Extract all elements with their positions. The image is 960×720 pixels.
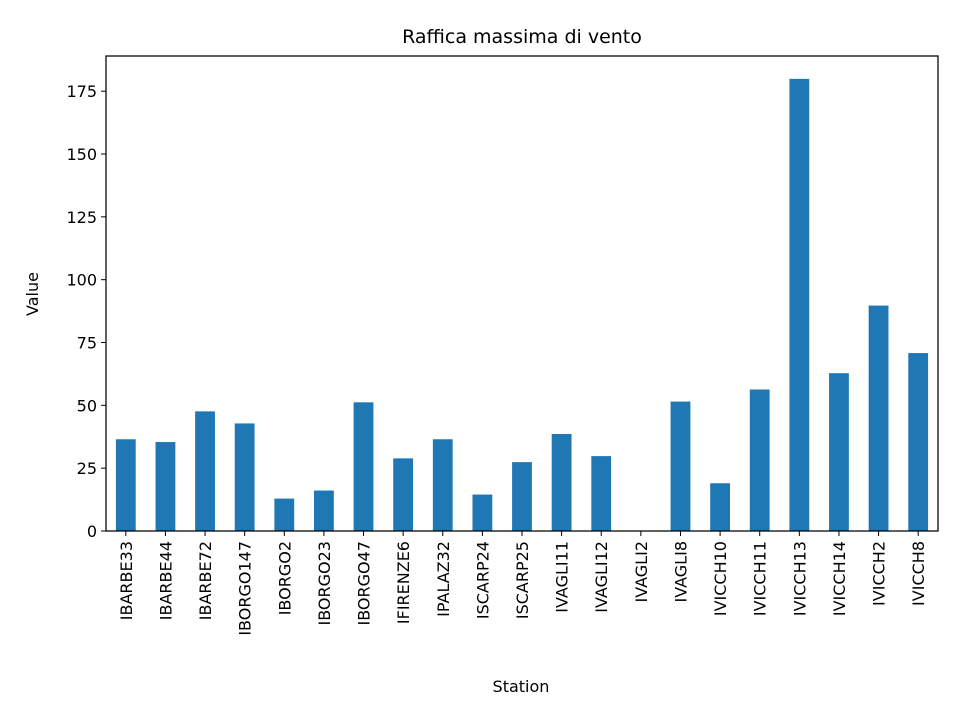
- x-tick-label: IBARBE44: [156, 541, 175, 620]
- bar-ivagli8: [670, 401, 691, 531]
- bar-ivagli12: [591, 456, 612, 531]
- y-tick-label: 25: [77, 459, 97, 478]
- bar-ifirenze6: [393, 458, 414, 531]
- x-axis-label: Station: [493, 677, 550, 696]
- x-tick-label: IVICCH10: [711, 541, 730, 616]
- bar-iborgo2: [274, 498, 295, 531]
- bar-iscarp24: [472, 494, 493, 531]
- x-tick-label: IBORGO23: [315, 541, 334, 625]
- x-tick-label: IVICCH14: [830, 541, 849, 616]
- bar-iscarp25: [512, 462, 532, 531]
- bar-ipalaz32: [432, 439, 453, 531]
- x-tick-label: IBARBE33: [117, 541, 136, 620]
- x-tick-label: IVICCH2: [870, 541, 889, 606]
- chart-title: Raffica massima di vento: [402, 26, 642, 48]
- x-tick-label: IFIRENZE6: [394, 541, 413, 624]
- bars-group: [115, 78, 929, 532]
- x-tick-label: ISCARP25: [513, 541, 532, 619]
- x-tick-label: IVAGLI8: [671, 541, 690, 603]
- x-tick-label: IVICCH8: [909, 541, 928, 606]
- y-axis-label: Value: [23, 272, 42, 316]
- bar-ivicch14: [829, 373, 849, 531]
- bar-ibarbe33: [115, 439, 136, 531]
- x-tick-label: IBORGO47: [355, 541, 374, 625]
- bar-ibarbe44: [155, 442, 176, 531]
- y-tick-label: 75: [77, 334, 97, 353]
- bar-iborgo47: [353, 402, 374, 531]
- y-tick-label: 125: [66, 208, 97, 227]
- x-tick-label: IPALAZ32: [434, 541, 453, 617]
- bar-ivicch8: [908, 353, 929, 531]
- bar-ibarbe72: [195, 411, 215, 531]
- x-tick-label: IVAGLI12: [592, 541, 611, 613]
- y-tick-label: 0: [87, 522, 97, 541]
- x-tick-label: ISCARP24: [473, 541, 492, 619]
- x-tick-label: IBORGO2: [275, 541, 294, 615]
- x-tick-label: IVICCH13: [790, 541, 809, 616]
- x-tick-label: IVAGLI11: [553, 541, 572, 613]
- bar-iborgo23: [314, 490, 334, 531]
- y-tick-label: 50: [77, 396, 97, 415]
- bar-iborgo147: [234, 423, 255, 531]
- x-tick-label: IVAGLI2: [632, 541, 651, 603]
- x-tick-label: IVICCH11: [751, 541, 770, 616]
- bar-ivicch2: [868, 305, 889, 531]
- x-tick-label: IBARBE72: [196, 541, 215, 620]
- bar-ivicch13: [789, 78, 810, 532]
- y-tick-label: 150: [66, 145, 97, 164]
- bar-ivicch10: [710, 483, 730, 531]
- y-tick-label: 175: [66, 82, 97, 101]
- plot-area-frame: [105, 55, 939, 532]
- y-axis: 0 25 50 75 100 125 150 175: [66, 82, 106, 541]
- bar-ivicch11: [749, 389, 770, 531]
- bar-ivagli11: [551, 433, 572, 531]
- x-axis: IBARBE33 IBARBE44 IBARBE72 IBORGO147 IBORGO2…: [117, 531, 928, 636]
- x-tick-label: IBORGO147: [236, 541, 255, 636]
- y-tick-label: 100: [66, 271, 97, 290]
